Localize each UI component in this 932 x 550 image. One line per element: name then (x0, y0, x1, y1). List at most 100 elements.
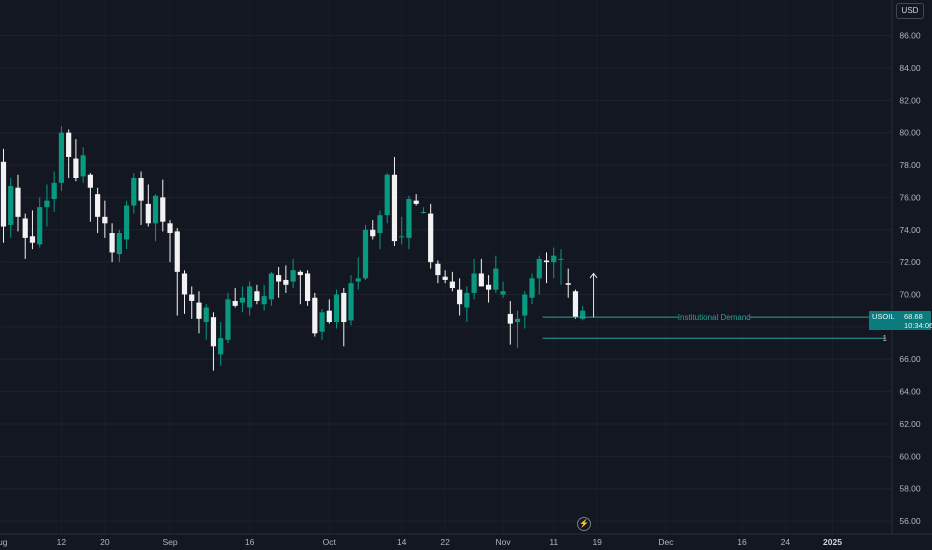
x-tick-label: 11 (549, 537, 558, 547)
candles (0, 126, 586, 371)
y-tick-label: 58.00 (899, 484, 921, 494)
candle-body (29, 236, 36, 243)
candle-body (580, 310, 586, 319)
chart-grid (0, 35, 892, 522)
candle-body (116, 233, 122, 255)
candle-body (109, 233, 115, 253)
candle-body (500, 291, 506, 295)
candle-body (15, 187, 21, 217)
currency-selector[interactable]: USD (896, 3, 924, 19)
x-tick-label: 2025 (823, 537, 842, 547)
y-tick-label: 80.00 (899, 128, 921, 138)
candle-body (239, 297, 246, 303)
last-price-value: 68.68 (904, 312, 923, 321)
label-backdrop (678, 312, 751, 323)
y-tick-label: 78.00 (899, 160, 921, 170)
candle-body (348, 283, 354, 321)
price-axis[interactable]: 56.0058.0060.0062.0064.0066.0068.0070.00… (899, 31, 921, 526)
candle-body (58, 132, 65, 183)
candle-body (333, 294, 340, 323)
candle-body (232, 300, 238, 306)
y-tick-label: 64.00 (899, 387, 921, 397)
x-tick-label: Aug (0, 537, 8, 547)
y-tick-label: 72.00 (899, 257, 921, 267)
candle-body (73, 158, 79, 178)
candle-body (276, 275, 282, 282)
flash-icon[interactable]: ⚡ (577, 517, 591, 531)
candle-body (8, 186, 14, 225)
candle-body (102, 216, 108, 224)
x-tick-label: 22 (440, 537, 450, 547)
last-price-tag: USOIL 68.68 10:34:06 (869, 311, 932, 330)
y-tick-label: 70.00 (899, 290, 921, 300)
x-tick-label: 20 (100, 537, 110, 547)
candle-body (551, 255, 557, 263)
candle-body (384, 174, 390, 216)
candle-body (203, 307, 209, 323)
candle-body (435, 263, 441, 276)
y-tick-label: 74.00 (899, 225, 921, 235)
x-tick-label: Sep (162, 537, 177, 547)
y-tick-label: 62.00 (899, 419, 921, 429)
candle-body (377, 215, 383, 234)
candle-body (254, 291, 260, 301)
candle-body (413, 200, 419, 204)
chart-annotations[interactable]: Institutional Demand01 (542, 272, 888, 343)
time-axis[interactable]: Aug 12 20 Sep 16 Oct 14 22 Nov 11 19 Dec 16 24 2025 (0, 537, 842, 547)
candle-body (123, 205, 130, 240)
candle-body (181, 273, 188, 295)
candle-body (493, 268, 499, 290)
y-tick-label: 66.00 (899, 354, 921, 364)
candle-body (529, 278, 535, 298)
candle-body (218, 338, 224, 355)
candle-body (138, 178, 144, 201)
y-tick-label: 76.00 (899, 192, 921, 202)
candle-body (160, 197, 166, 222)
candle-body (189, 294, 195, 301)
candle-body (522, 294, 528, 316)
candle-body (210, 317, 217, 347)
x-tick-label: Dec (658, 537, 674, 547)
bar-countdown: 10:34:06 (904, 321, 932, 330)
candle-body (290, 270, 296, 282)
candle-body (514, 318, 521, 323)
candle-body (464, 292, 470, 308)
candle-body (261, 296, 267, 305)
candle-body (312, 297, 318, 334)
candle-body (572, 291, 579, 318)
candle-body (471, 273, 477, 293)
projection-arrow-head (589, 272, 598, 279)
candle-body (51, 182, 57, 200)
candle-body (247, 286, 253, 308)
x-tick-label: 16 (737, 537, 747, 547)
candle-body (22, 218, 28, 238)
x-tick-label: 19 (592, 537, 602, 547)
candle-body (399, 236, 405, 238)
demand-zone-label: Institutional Demand (678, 313, 751, 322)
candle-body (449, 281, 455, 289)
candle-body (283, 279, 289, 285)
candle-body (442, 276, 448, 280)
x-tick-label: 14 (397, 537, 407, 547)
candle-body (304, 273, 311, 301)
candle-body (428, 213, 434, 263)
candle-body (457, 289, 463, 305)
candle-body (543, 260, 550, 263)
candle-body (341, 292, 347, 323)
candle-body (536, 258, 542, 279)
candle-body (167, 223, 173, 234)
candle-body (174, 231, 180, 272)
candle-body (485, 284, 492, 290)
candle-body (268, 273, 274, 300)
candle-body (152, 195, 159, 224)
y-tick-label: 84.00 (899, 63, 921, 73)
candle-body (319, 312, 325, 332)
candle-body (66, 132, 72, 157)
candle-body (145, 203, 151, 224)
candle-body (225, 299, 231, 340)
candle-body (391, 174, 398, 242)
candle-body (297, 271, 303, 276)
candle-body (558, 258, 564, 260)
candle-body (370, 229, 376, 237)
